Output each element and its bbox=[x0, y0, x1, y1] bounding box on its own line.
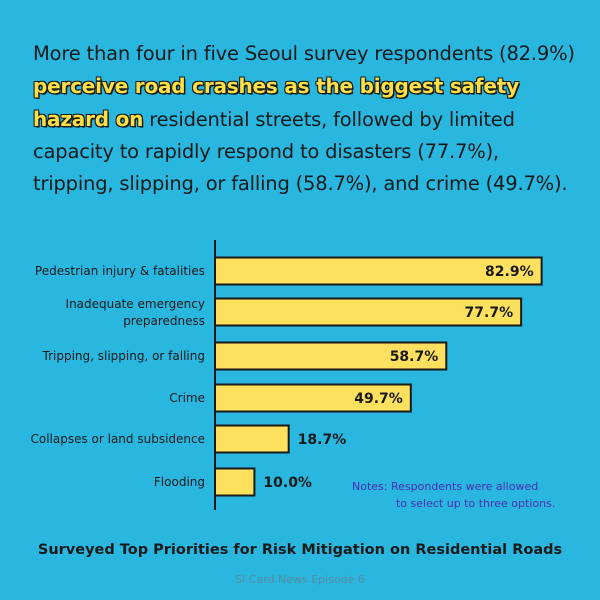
headline-text-start: More than four in five Seoul survey resp… bbox=[33, 42, 575, 65]
headline-text-end: residential streets, followed by limited… bbox=[33, 108, 568, 195]
category-label-2: Tripping, slipping, or falling bbox=[42, 349, 206, 363]
category-label-1: Inadequate emergency preparedness bbox=[66, 297, 205, 328]
value-label-1: 77.7% bbox=[465, 305, 514, 321]
bar-3 bbox=[214, 383, 412, 413]
value-label-0: 82.9% bbox=[485, 264, 534, 280]
bar-0 bbox=[214, 256, 543, 286]
headline: More than four in five Seoul survey resp… bbox=[33, 38, 583, 200]
value-label-5: 10.0% bbox=[263, 475, 312, 491]
notes-line-1: Notes: Respondents were allowed bbox=[352, 480, 539, 493]
footer-credit: SI Card News Episode 6 bbox=[235, 573, 365, 586]
headline-highlight: perceive road crashes as the biggest saf… bbox=[33, 74, 520, 132]
chart-notes: Notes: Respondents were allowed to selec… bbox=[352, 478, 555, 512]
notes-line-2: to select up to three options. bbox=[396, 497, 556, 510]
category-label-4: Collapses or land subsidence bbox=[30, 432, 205, 446]
bar-5 bbox=[214, 467, 256, 497]
bar-2 bbox=[214, 341, 448, 371]
category-label-3: Crime bbox=[169, 391, 205, 405]
value-label-4: 18.7% bbox=[298, 432, 347, 448]
value-label-2: 58.7% bbox=[390, 349, 439, 365]
chart-title: Surveyed Top Priorities for Risk Mitigat… bbox=[37, 542, 563, 558]
value-label-3: 49.7% bbox=[354, 391, 403, 407]
bar-4 bbox=[214, 424, 290, 454]
bar-1 bbox=[214, 297, 523, 327]
category-label-5: Flooding bbox=[154, 475, 205, 489]
category-label-0: Pedestrian injury & fatalities bbox=[35, 264, 205, 278]
